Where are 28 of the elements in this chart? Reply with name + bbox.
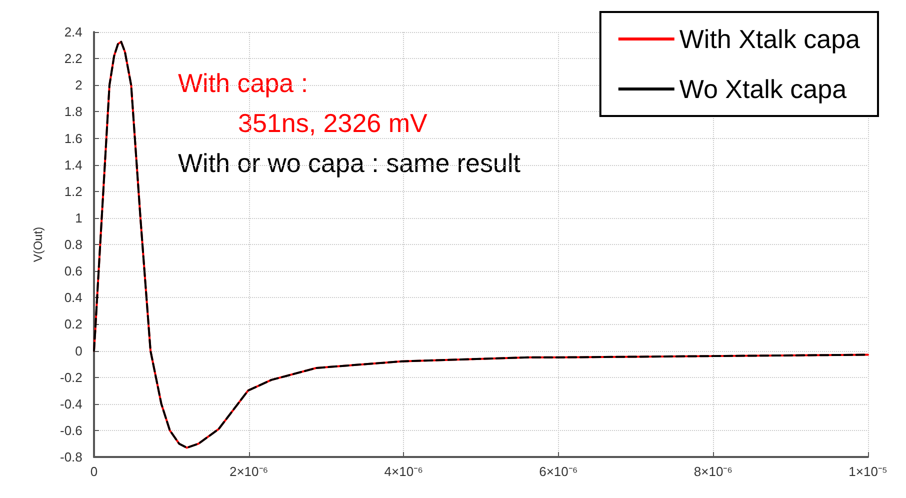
legend-label: Wo Xtalk capa [679, 74, 848, 104]
x-tick-label: 4×10⁻⁶ [380, 464, 427, 479]
y-tick-label: 2 [72, 78, 86, 93]
annotation: With capa : [178, 68, 308, 98]
y-tick-label: -0.4 [56, 396, 86, 412]
x-tick-label: 1×10⁻⁵ [845, 464, 891, 479]
y-tick-label: 1.8 [60, 104, 86, 120]
legend-label: With Xtalk capa [679, 24, 861, 54]
x-tick-label: 8×10⁻⁶ [690, 464, 736, 479]
y-tick-label: 2.4 [60, 24, 86, 40]
y-tick-label: 1.6 [60, 130, 86, 146]
x-tick-label: 0 [86, 464, 102, 479]
y-tick-label: 0.8 [60, 237, 86, 252]
y-tick-label: 2.2 [60, 51, 86, 66]
y-tick-label: -0.8 [56, 450, 86, 464]
y-tick-label: -0.6 [56, 422, 86, 438]
y-tick-label: 0.4 [60, 290, 86, 306]
y-tick-label: 0.2 [60, 316, 86, 332]
y-tick-label: 1 [72, 210, 86, 226]
y-tick-label: 0.6 [60, 264, 86, 279]
y-tick-label: 0 [72, 343, 86, 358]
y-tick-label: 1.2 [60, 184, 86, 199]
annotation: 351ns, 2326 mV [238, 108, 428, 138]
y-tick-label: 1.4 [60, 157, 86, 172]
y-tick-label: -0.2 [56, 370, 86, 385]
x-tick-label: 6×10⁻⁶ [535, 464, 582, 479]
x-tick-label: 2×10⁻⁶ [226, 464, 272, 479]
y-axis-title: V(Out) [31, 226, 45, 262]
